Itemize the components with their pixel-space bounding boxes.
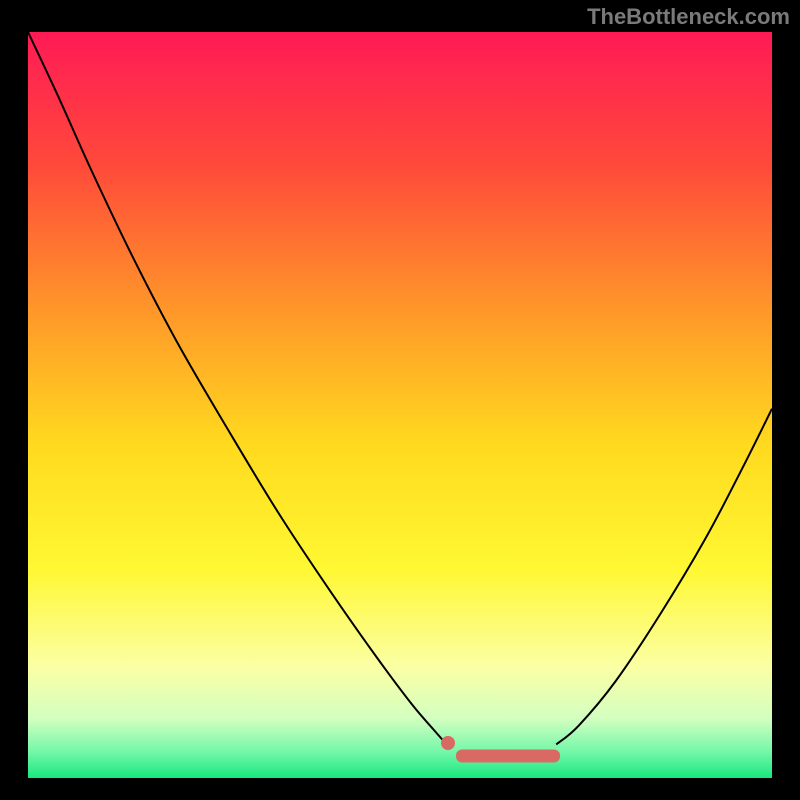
- curve-layer: [28, 32, 772, 778]
- curve-left-branch: [28, 32, 445, 742]
- marker-flat-segment: [456, 749, 560, 762]
- chart-container: { "watermark": { "text": "TheBottleneck.…: [0, 0, 800, 800]
- plot-area: [28, 32, 772, 778]
- curve-right-branch: [556, 409, 772, 745]
- watermark-text: TheBottleneck.com: [587, 4, 790, 30]
- marker-dot: [441, 736, 455, 750]
